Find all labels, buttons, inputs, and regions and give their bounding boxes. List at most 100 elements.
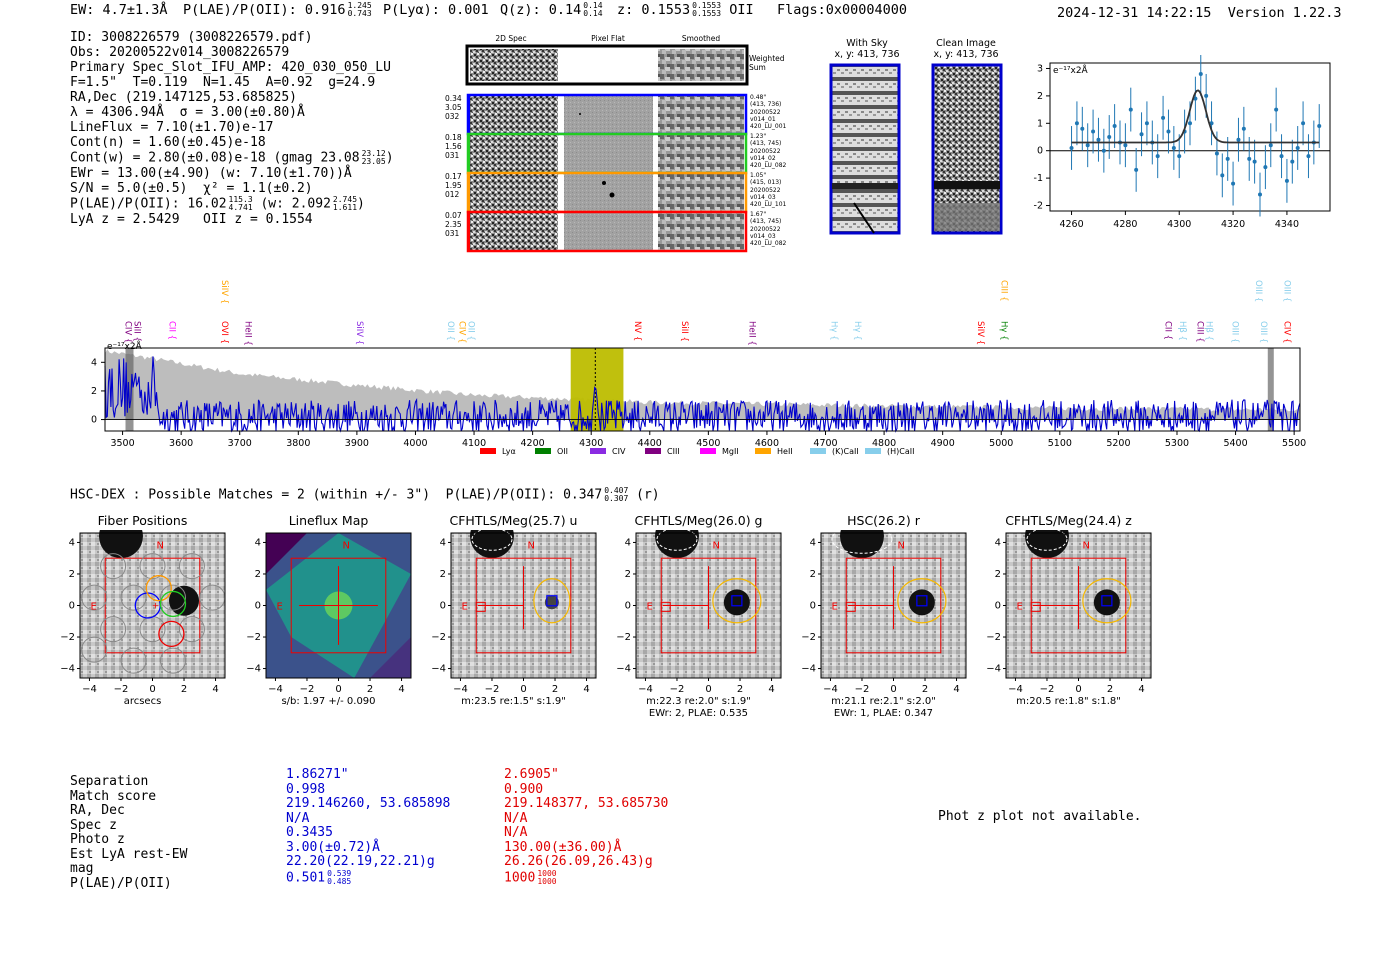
zoom-data-point (1107, 135, 1112, 139)
cutout-xtick-label: 4 (583, 684, 589, 695)
cutout-blue-box (731, 595, 743, 607)
match-blue-value: 0.998 (286, 782, 450, 798)
full-xtick-label: 3800 (286, 438, 310, 449)
cutout-ellipse (897, 578, 947, 624)
spec-row-2dspec (470, 96, 558, 133)
spec-row-left-value: 3.05 (445, 103, 462, 112)
emission-line-text: CII { (167, 321, 177, 340)
cutout-xtick-label: −2 (485, 684, 500, 695)
emission-line-label: OII { (445, 321, 455, 341)
full-xtick-label: 5500 (1282, 438, 1306, 449)
match-blue-text: N/A (286, 810, 310, 826)
emission-line-label: Hγ { (828, 321, 838, 341)
match-row-label: Separation (70, 774, 149, 789)
zoom-data-point (1317, 124, 1322, 129)
weighted-sum-pixelflat (560, 49, 656, 81)
zoom-data-point (1085, 143, 1090, 148)
cutout-ytick-label: 2 (255, 569, 261, 580)
spec-row-right-value: (415, 013) (750, 179, 782, 187)
zoom-data-point (1101, 148, 1106, 153)
cutout-xtick-label: −4 (82, 684, 97, 695)
full-ytick-label: 2 (91, 386, 97, 397)
north-label: N (157, 540, 164, 551)
spec-row-right-value: 1.05" (750, 172, 767, 179)
header-z: z: 0.1553 0.1553 0.1553 OII (617, 1, 754, 19)
cutout-ytick-label: −4 (801, 664, 816, 675)
emission-line-text: CIV { (123, 321, 133, 343)
full-masked-region (125, 348, 134, 431)
east-label: E (831, 602, 837, 613)
with-sky-title: With Sky x, y: 413, 736 (822, 38, 912, 60)
zoom-unit-label: e⁻¹⁷x2Å (1053, 64, 1089, 76)
legend-label: HeII (777, 447, 793, 456)
zoom-data-point (1123, 143, 1128, 148)
spec-row-2dspec (470, 174, 558, 211)
emission-line-text: SiIV { (975, 321, 985, 345)
cutout-xtick-label: −2 (670, 684, 685, 695)
clean-label: Clean Image (936, 38, 996, 49)
spec2d-col-titles: 2D Spec Pixel Flat Smoothed (466, 34, 751, 44)
cutout-ytick-label: 4 (255, 537, 261, 548)
cutout-image: + N E −4 −4 −2 −2 0 0 2 2 4 4 (60, 530, 226, 695)
spec-row-pixelflat (564, 135, 653, 172)
weighted-sum-2dspec (470, 49, 558, 81)
spec-row-left-value: 031 (445, 151, 460, 160)
zoom-data-point (1134, 167, 1139, 172)
spec-row-right-value: v014_03 (750, 193, 776, 201)
emission-line-text: CIV { (456, 321, 466, 343)
match-blue-text: 219.146260, 53.685898 (286, 796, 451, 811)
match-row-label: mag (70, 861, 94, 876)
cutout-xtick-label: 2 (181, 684, 187, 695)
cutout-panel: Lineflux Map N E −4 −4 −2 −2 0 0 2 2 4 4 s/b: 1.97 +/… (241, 510, 416, 725)
cutout-xtick-label: −4 (638, 684, 653, 695)
cutout-ytick-label: −4 (616, 664, 631, 675)
cutout-xtick-label: −2 (114, 684, 129, 695)
cutout-star-ellipse (831, 530, 893, 554)
emission-line-text: OIII { (1281, 280, 1291, 302)
photz-note: Phot z plot not available. (938, 809, 1142, 824)
cutout-ytick-label: −2 (246, 632, 261, 643)
spec-row-right-value: (413, 745) (750, 218, 782, 226)
cutout-xtick-label: −4 (453, 684, 468, 695)
spec-row-left-value: 0.07 (445, 211, 462, 220)
emission-line-text: SiIV { (354, 321, 364, 345)
legend-swatch (590, 448, 606, 454)
spec-row-smoothed (658, 174, 744, 211)
col-title-smoothed: Smoothed (681, 34, 721, 43)
spec-row-right-value: v014_03 (750, 232, 776, 240)
cutout-ellipse (1082, 578, 1132, 624)
match-blue-text: 3.00(±0.72)Å (286, 839, 380, 855)
zoom-data-point (1139, 132, 1144, 137)
spec-row-right-value: 20200522 (750, 147, 781, 155)
zoom-data-point (1290, 159, 1295, 164)
emission-line-text: NV { (632, 321, 642, 341)
cutout-search-box (290, 557, 387, 654)
emission-line-text: SiII { (679, 321, 689, 342)
cutout-xtick-label: 0 (149, 684, 155, 695)
cutout-panel: HSC(26.2) r N E −4 −4 −2 −2 0 0 2 2 4 4 m:21.1 re:2.1… (796, 510, 971, 725)
east-label: E (461, 602, 467, 613)
spec-row-right-value: (413, 736) (750, 101, 782, 109)
legend-swatch (535, 448, 551, 454)
emission-line-label: Hγ { (852, 321, 862, 341)
spec-row-right-value: 420_LU_101 (750, 201, 787, 209)
match-row-label: RA, Dec (70, 803, 125, 818)
emission-line-text: OIII { (1258, 321, 1268, 343)
match-blue-value: 0.3435 (286, 825, 450, 841)
info-slot: Primary Spec_Slot_IFU_AMP: 420_030_050_L… (70, 60, 391, 75)
full-xtick-label: 4700 (813, 438, 837, 449)
cutout-ytick-label: −2 (986, 632, 1001, 643)
match-red-value: N/A (504, 825, 668, 841)
cutout-ytick-label: 0 (995, 601, 1001, 612)
emission-line-label: OIII { (1230, 321, 1240, 343)
match-red-value: N/A (504, 811, 668, 827)
east-label: E (276, 602, 282, 613)
fiber-circle (139, 553, 166, 580)
emission-line-label: OVI { (219, 321, 229, 344)
match-red-text: 130.00(±36.00)Å (504, 839, 622, 855)
spec-row-right-label: 1.67" (413, 745) 20200522 v014_03 420_LU_082 (750, 211, 786, 247)
info-plae: P(LAE)/P(OII): 16.02 115.3 4.741 (w: 2.092… (70, 195, 365, 212)
emission-line-text: OIII { (1230, 321, 1240, 343)
emission-line-text: CIV { (1281, 321, 1291, 343)
zoom-data-point (1268, 143, 1273, 148)
